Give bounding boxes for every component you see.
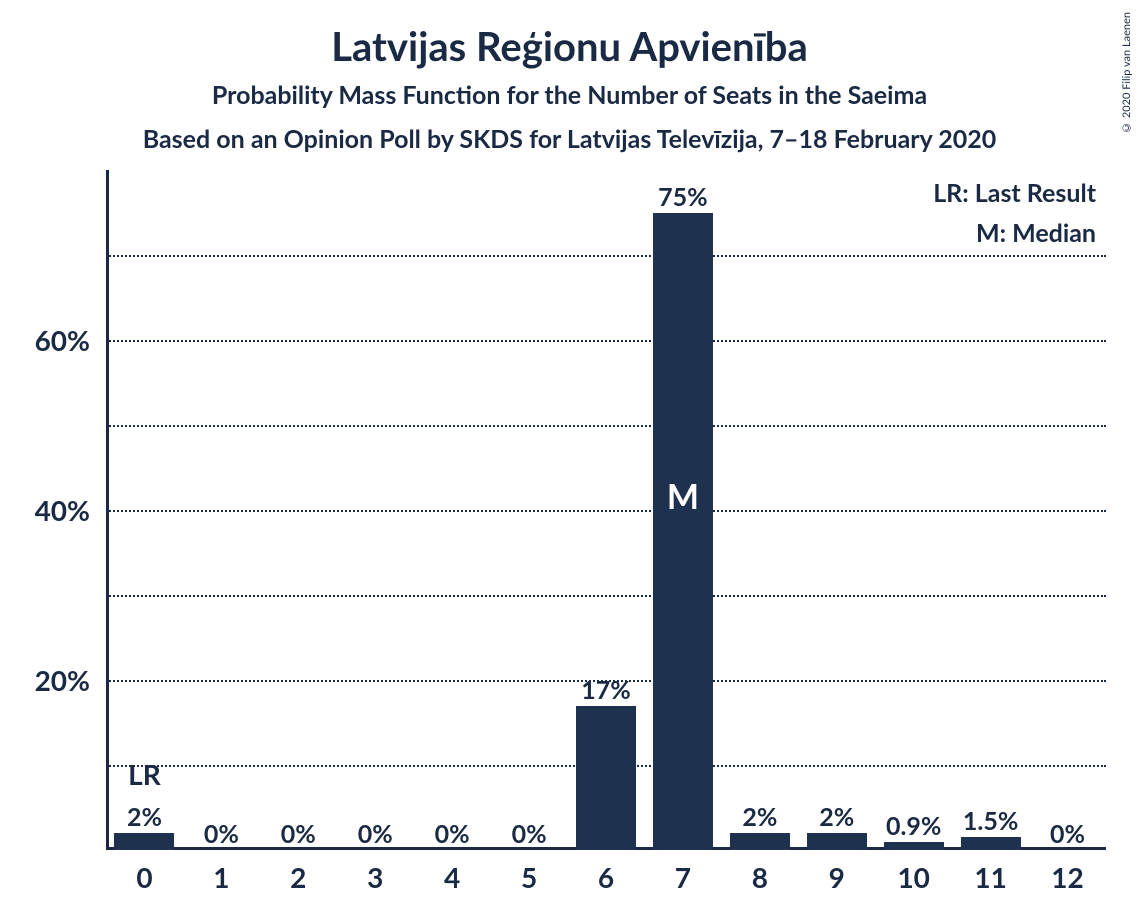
x-tick-label: 3 xyxy=(337,860,414,894)
y-tick-label: 40% xyxy=(0,493,90,527)
bar-value-label: 2% xyxy=(106,802,183,832)
plot-area: 20%40%60%2%00%10%20%30%40%517%675%72%82%… xyxy=(106,170,1106,850)
bar xyxy=(807,833,867,850)
y-tick-label: 20% xyxy=(0,663,90,697)
x-tick-label: 11 xyxy=(952,860,1029,894)
chart-container: Latvijas Reģionu Apvienība Probability M… xyxy=(0,0,1139,924)
bar xyxy=(114,833,174,850)
x-tick-label: 7 xyxy=(644,860,721,894)
x-tick-label: 4 xyxy=(414,860,491,894)
bar xyxy=(576,706,636,851)
grid-line xyxy=(106,595,1106,597)
chart-subtitle-1: Probability Mass Function for the Number… xyxy=(0,80,1139,110)
copyright-text: © 2020 Filip van Laenen xyxy=(1120,12,1133,134)
bar xyxy=(730,833,790,850)
y-axis-line xyxy=(106,170,109,850)
bar-value-label: 2% xyxy=(721,802,798,832)
grid-line xyxy=(106,340,1106,342)
bar-value-label: 0% xyxy=(491,819,568,849)
x-tick-label: 2 xyxy=(260,860,337,894)
grid-line xyxy=(106,425,1106,427)
bar-value-label: 1.5% xyxy=(952,806,1029,836)
bar xyxy=(961,837,1021,850)
annotation-lr: LR xyxy=(106,757,183,791)
bar-value-label: 0% xyxy=(260,819,337,849)
bar-value-label: 17% xyxy=(568,675,645,705)
bar xyxy=(653,213,713,851)
x-tick-label: 8 xyxy=(721,860,798,894)
chart-subtitle-2: Based on an Opinion Poll by SKDS for Lat… xyxy=(0,124,1139,154)
bar-value-label: 0% xyxy=(414,819,491,849)
bar-value-label: 0.9% xyxy=(875,811,952,841)
y-tick-label: 60% xyxy=(0,323,90,357)
bar-value-label: 0% xyxy=(337,819,414,849)
x-tick-label: 5 xyxy=(491,860,568,894)
x-tick-label: 9 xyxy=(798,860,875,894)
bar-value-label: 0% xyxy=(1029,819,1106,849)
bar-value-label: 0% xyxy=(183,819,260,849)
x-tick-label: 0 xyxy=(106,860,183,894)
bar xyxy=(884,842,944,850)
x-tick-label: 6 xyxy=(568,860,645,894)
annotation-median: M xyxy=(644,476,721,517)
x-tick-label: 1 xyxy=(183,860,260,894)
grid-line xyxy=(106,510,1106,512)
x-tick-label: 12 xyxy=(1029,860,1106,894)
bar-value-label: 2% xyxy=(798,802,875,832)
bar-value-label: 75% xyxy=(644,182,721,212)
x-tick-label: 10 xyxy=(875,860,952,894)
grid-line xyxy=(106,255,1106,257)
chart-title: Latvijas Reģionu Apvienība xyxy=(0,22,1139,70)
